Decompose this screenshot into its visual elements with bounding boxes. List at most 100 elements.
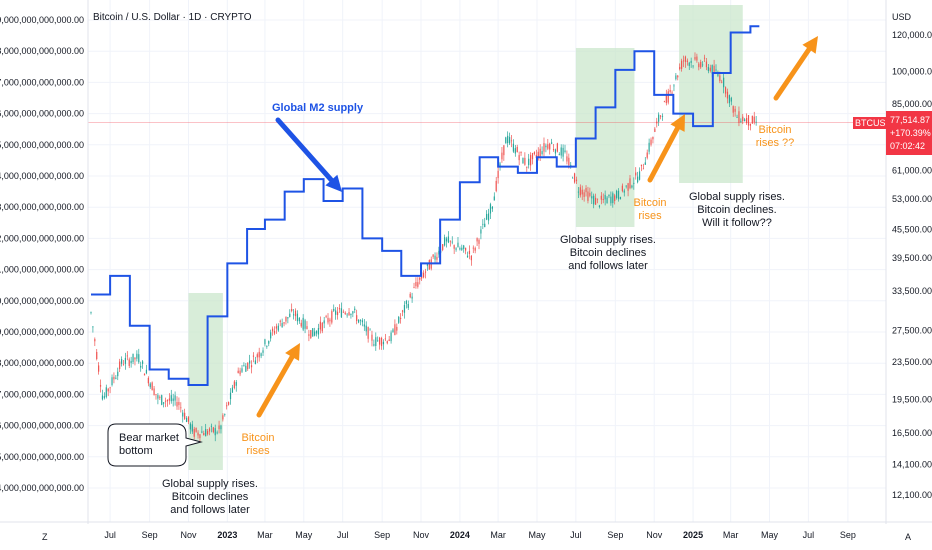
candle-body: [252, 355, 255, 357]
candle-body: [753, 116, 755, 123]
auto-scale-right-button[interactable]: A: [905, 532, 911, 542]
candle-body: [147, 377, 149, 384]
auto-scale-left-button[interactable]: Z: [42, 532, 48, 542]
arrow-head: [285, 343, 300, 361]
candle-body: [434, 255, 436, 260]
candle-body: [333, 308, 335, 311]
candle-body: [608, 194, 610, 197]
arrow-head: [802, 36, 818, 54]
candle-body: [671, 92, 673, 94]
candle-body: [726, 91, 729, 99]
candle-body: [424, 271, 427, 273]
highlight-zone: [679, 5, 743, 183]
candle-body: [203, 433, 205, 436]
candle-body: [610, 196, 612, 204]
candle-body: [533, 152, 536, 154]
candle-body: [468, 251, 471, 254]
candle-body: [312, 328, 314, 337]
time-axis[interactable]: Jul Sep Nov 2023 Mar May Jul Sep Nov 2024 Mar May Ju…: [104, 530, 856, 540]
candle-body: [591, 196, 593, 199]
right-tick-label: 19,500.00: [892, 394, 932, 404]
candle-body: [296, 313, 299, 322]
candle-body: [407, 304, 409, 308]
candle-body: [302, 317, 304, 330]
x-tick-label: Sep: [840, 530, 856, 540]
candle-body: [507, 135, 509, 144]
candle-body: [547, 144, 549, 149]
candle-body: [287, 317, 289, 319]
left-tick-label: 99,000,000,000,000.00: [0, 327, 84, 337]
candle-body: [352, 311, 354, 314]
zone2-btc-label: rises: [638, 210, 662, 222]
candle-body: [738, 111, 740, 123]
candle-body: [740, 121, 742, 123]
left-tick-label: 96,000,000,000,000.00: [0, 421, 84, 431]
candle-body: [396, 326, 398, 331]
candle-body: [120, 359, 123, 364]
left-tick-label: 95,000,000,000,000.00: [0, 452, 84, 462]
candle-body: [380, 338, 383, 347]
candle-body: [516, 147, 518, 153]
highlight-zones: [188, 5, 743, 470]
candle-body: [558, 154, 560, 155]
candle-body: [621, 185, 623, 192]
candle-body: [638, 171, 641, 180]
candle-body: [489, 204, 492, 214]
candle-body: [742, 116, 744, 122]
candle-body: [113, 376, 115, 380]
candle-body: [304, 320, 306, 329]
candle-body: [208, 428, 211, 432]
candle-body: [627, 183, 629, 191]
candle-body: [340, 308, 342, 318]
candle-body: [294, 310, 297, 317]
candle-body: [564, 150, 566, 152]
candle-body: [486, 214, 488, 220]
candle-body: [271, 328, 274, 332]
candle-body: [604, 194, 606, 200]
candle-body: [235, 382, 237, 386]
candle-body: [631, 185, 633, 188]
right-tick-label: 100,000.00: [892, 67, 932, 77]
left-price-axis[interactable]: 109,000,000,000,000.00 108,000,000,000,00…: [0, 15, 84, 493]
candle-body: [273, 330, 276, 334]
candle-body: [560, 147, 562, 156]
candle-body: [566, 156, 568, 162]
zone2-caption: Bitcoin declines: [570, 247, 647, 259]
candle-body: [239, 370, 241, 375]
candle-body: [466, 255, 469, 258]
candle-body: [721, 81, 723, 83]
candle-body: [338, 308, 341, 310]
candle-body: [690, 60, 692, 63]
candle-body: [193, 428, 195, 437]
candle-body: [633, 182, 635, 184]
x-tick-label: Sep: [607, 530, 623, 540]
candle-body: [231, 387, 234, 393]
candle-body: [375, 337, 377, 346]
x-tick-label: 2023: [217, 530, 237, 540]
candle-body: [499, 163, 501, 168]
candle-body: [369, 329, 371, 331]
candle-body: [117, 371, 119, 377]
candle-body: [508, 137, 511, 144]
candle-body: [528, 158, 530, 166]
candle-body: [245, 365, 247, 372]
candle-body: [438, 250, 440, 255]
x-tick-label: May: [761, 530, 779, 540]
candle-body: [575, 179, 578, 181]
candle-body: [556, 143, 558, 152]
candle-body: [650, 139, 652, 145]
candle-body: [728, 95, 730, 104]
currency-label[interactable]: USD: [892, 12, 912, 22]
candle-body: [142, 361, 144, 364]
candle-body: [224, 414, 226, 415]
candle-body: [178, 401, 180, 406]
candle-body: [583, 192, 585, 197]
candle-body: [572, 177, 574, 179]
candle-body: [577, 191, 579, 193]
zone2-caption: and follows later: [568, 260, 648, 272]
candle-body: [443, 237, 446, 246]
candle-body: [472, 247, 474, 249]
candle-body: [537, 151, 539, 157]
candle-body: [346, 314, 348, 316]
